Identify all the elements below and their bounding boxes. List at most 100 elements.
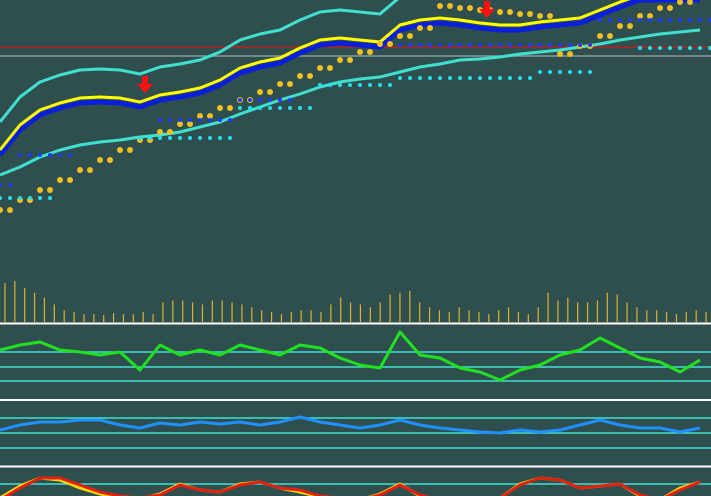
indicator-dot xyxy=(198,136,202,140)
indicator-dot xyxy=(398,76,402,80)
indicator-dot xyxy=(248,98,252,102)
indicator-dot xyxy=(677,0,683,5)
indicator-dot xyxy=(678,18,682,22)
indicator-dot xyxy=(218,136,222,140)
indicator-dot xyxy=(627,23,633,29)
indicator-dot xyxy=(607,33,613,39)
indicator-dot xyxy=(528,43,532,47)
indicator-dot xyxy=(678,46,682,50)
indicator-dot xyxy=(0,207,3,213)
indicator-dot xyxy=(647,13,653,19)
indicator-dot xyxy=(668,46,672,50)
indicator-dot xyxy=(167,129,173,135)
indicator-dot xyxy=(188,136,192,140)
indicator-dot xyxy=(197,113,203,119)
indicator-dot xyxy=(448,43,452,47)
indicator-dot xyxy=(538,70,542,74)
indicator-dot xyxy=(8,183,12,187)
indicator-dot xyxy=(567,51,573,57)
indicator-dot xyxy=(588,43,592,47)
indicator-dot xyxy=(588,70,592,74)
indicator-dot xyxy=(618,18,622,22)
indicator-dot xyxy=(168,136,172,140)
indicator-dot xyxy=(478,43,482,47)
indicator-dot xyxy=(278,98,282,102)
indicator-dot xyxy=(248,106,252,110)
indicator-dot xyxy=(217,105,223,111)
indicator-dot xyxy=(397,33,403,39)
indicator-dot xyxy=(498,76,502,80)
indicator-dot xyxy=(77,167,83,173)
indicator-dot xyxy=(267,89,273,95)
indicator-dot xyxy=(418,76,422,80)
indicator-dot xyxy=(298,106,302,110)
indicator-line xyxy=(0,0,631,151)
indicator-dot xyxy=(178,118,182,122)
indicator-dot xyxy=(427,25,433,31)
indicator-dot xyxy=(438,43,442,47)
indicator-dot xyxy=(458,43,462,47)
indicator-dot xyxy=(47,187,53,193)
indicator-dot xyxy=(258,106,262,110)
indicator-dot xyxy=(387,41,393,47)
indicator-dot xyxy=(478,76,482,80)
indicator-dot xyxy=(187,121,193,127)
indicator-line xyxy=(0,330,701,382)
indicator-dot xyxy=(0,183,2,187)
indicator-dot xyxy=(637,13,643,19)
indicator-dot xyxy=(497,9,503,15)
indicator-dot xyxy=(698,18,702,22)
indicator-dot xyxy=(377,41,383,47)
indicator-dot xyxy=(158,136,162,140)
indicator-dot xyxy=(107,157,113,163)
indicator-dot xyxy=(228,118,232,122)
indicator-dot xyxy=(457,5,463,11)
indicator-dot xyxy=(117,147,123,153)
indicator-dot xyxy=(308,106,312,110)
indicator-dot xyxy=(408,76,412,80)
indicator-dot xyxy=(688,46,692,50)
indicator-dot xyxy=(268,98,272,102)
indicator-dot xyxy=(687,0,693,5)
indicator-dot xyxy=(408,43,412,47)
indicator-dot xyxy=(208,118,212,122)
indicator-dot xyxy=(38,153,42,157)
indicator-dot xyxy=(278,106,282,110)
indicator-dot xyxy=(178,136,182,140)
indicator-dot xyxy=(328,83,332,87)
indicator-dot xyxy=(288,98,292,102)
indicator-dot xyxy=(238,98,242,102)
indicator-dot xyxy=(467,5,473,11)
indicator-dot xyxy=(67,177,73,183)
indicator-dot xyxy=(177,121,183,127)
indicator-dot xyxy=(327,65,333,71)
indicator-dot xyxy=(668,18,672,22)
indicator-dot xyxy=(608,18,612,22)
signal-arrow xyxy=(137,76,153,93)
indicator-dot xyxy=(37,187,43,193)
indicator-dot xyxy=(657,5,663,11)
indicator-dot xyxy=(417,25,423,31)
indicator-dot xyxy=(658,46,662,50)
signal-arrow xyxy=(479,1,495,18)
indicator-line xyxy=(0,415,701,435)
indicator-dot xyxy=(578,70,582,74)
indicator-dot xyxy=(318,83,322,87)
indicator-dot xyxy=(458,76,462,80)
indicator-dot xyxy=(388,83,392,87)
indicator-dot xyxy=(557,51,563,57)
indicator-dot xyxy=(307,73,313,79)
indicator-dot xyxy=(87,167,93,173)
indicator-dot xyxy=(288,106,292,110)
indicator-dot xyxy=(148,136,152,140)
indicator-dot xyxy=(518,43,522,47)
indicator-dot xyxy=(0,196,2,200)
indicator-dot xyxy=(48,196,52,200)
indicator-dot xyxy=(617,23,623,29)
indicator-dot xyxy=(517,11,523,17)
indicator-dot xyxy=(7,207,13,213)
indicator-dot xyxy=(437,3,443,9)
indicator-dot xyxy=(198,118,202,122)
